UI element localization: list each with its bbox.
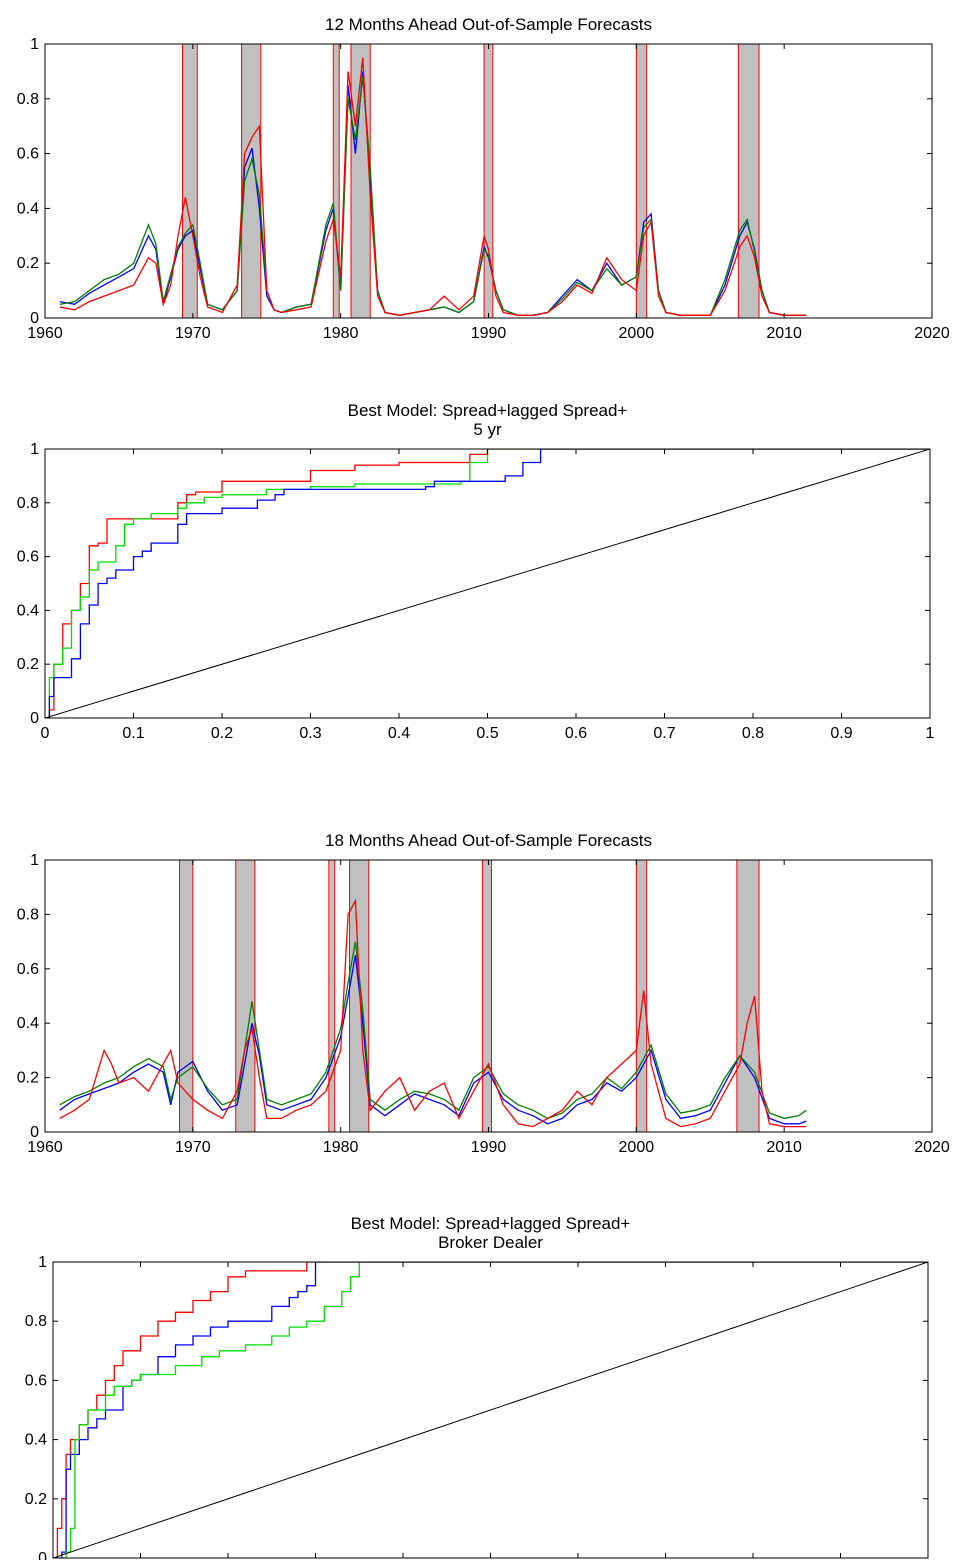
- x-tick-label: 2020: [914, 1139, 950, 1156]
- plot-area: [53, 1262, 928, 1558]
- recession-band: [736, 860, 760, 1132]
- x-tick-label: 0.1: [122, 725, 144, 742]
- y-tick-label: 0.8: [25, 1313, 47, 1330]
- chart-title-line: 5 yr: [473, 420, 502, 439]
- y-tick-label: 0.2: [17, 656, 39, 673]
- plot-area: [59, 44, 807, 318]
- x-tick-label: 2010: [766, 325, 802, 342]
- series-line-series_c: [53, 1262, 928, 1558]
- x-tick-label: 1960: [27, 1139, 63, 1156]
- panel-4: Best Model: Spread+lagged Spread+Broker …: [25, 1214, 929, 1560]
- chart-title-line: Broker Dealer: [438, 1233, 543, 1252]
- y-tick-label: 0.2: [25, 1491, 47, 1508]
- y-tick-label: 0.6: [17, 549, 39, 566]
- plot-area: [45, 449, 930, 718]
- x-tick-label: 0.6: [565, 725, 587, 742]
- panel-1: 12 Months Ahead Out-of-Sample Forecasts 1…: [17, 15, 950, 342]
- recession-band: [483, 44, 494, 318]
- series-line-series_c: [59, 898, 807, 1128]
- series-line-diagonal: [53, 1262, 928, 1558]
- y-tick-label: 0.8: [17, 906, 39, 923]
- x-tick-label: 1: [926, 725, 935, 742]
- x-tick-label: 0.5: [476, 725, 498, 742]
- x-tick-label: 2020: [914, 325, 950, 342]
- y-tick-label: 0.4: [25, 1432, 47, 1449]
- y-tick-label: 0.8: [17, 495, 39, 512]
- x-tick-label: 1970: [175, 1139, 211, 1156]
- recession-band: [328, 860, 336, 1132]
- x-tick-label: 1980: [323, 325, 359, 342]
- x-tick-label: 0.9: [830, 725, 852, 742]
- chart-title-line: Best Model: Spread+lagged Spread+: [348, 401, 628, 420]
- chart-title-line: 12 Months Ahead Out-of-Sample Forecasts: [325, 15, 652, 34]
- series-line-series_a: [59, 955, 807, 1125]
- x-tick-label: 1990: [471, 325, 507, 342]
- chart-title-line: Best Model: Spread+lagged Spread+: [351, 1214, 631, 1233]
- y-tick-label: 0: [30, 310, 39, 327]
- series-line-series_a: [45, 449, 930, 718]
- x-tick-label: 0.4: [388, 725, 410, 742]
- y-tick-label: 0.8: [17, 91, 39, 108]
- recession-band: [635, 860, 648, 1132]
- series-line-roc_b: [53, 1262, 928, 1558]
- recession-band: [181, 44, 198, 318]
- recession-band: [235, 860, 256, 1132]
- panel-3: 18 Months Ahead Out-of-Sample Forecasts 1…: [17, 831, 950, 1156]
- y-tick-label: 0.6: [25, 1372, 47, 1389]
- x-tick-label: 2000: [619, 325, 655, 342]
- recession-band: [737, 44, 760, 318]
- recession-band: [332, 44, 340, 318]
- y-tick-label: 1: [30, 441, 39, 458]
- recession-band: [350, 44, 371, 318]
- recession-band: [349, 860, 370, 1132]
- panel-2: Best Model: Spread+lagged Spread+5 yr 0 0.…: [17, 401, 935, 742]
- x-tick-label: 2000: [619, 1139, 655, 1156]
- y-tick-label: 0: [30, 1124, 39, 1141]
- y-tick-label: 0.4: [17, 200, 39, 217]
- x-tick-label: 1980: [323, 1139, 359, 1156]
- series-line-series_b: [59, 941, 807, 1120]
- x-tick-label: 1970: [175, 325, 211, 342]
- x-tick-label: 1990: [471, 1139, 507, 1156]
- x-tick-label: 0.2: [211, 725, 233, 742]
- y-tick-label: 0.6: [17, 146, 39, 163]
- y-tick-label: 0.4: [17, 602, 39, 619]
- y-tick-label: 1: [38, 1254, 47, 1271]
- y-tick-label: 0.2: [17, 255, 39, 272]
- y-tick-label: 0.4: [17, 1015, 39, 1032]
- series-line-series_c: [59, 57, 807, 316]
- x-tick-label: 1960: [27, 325, 63, 342]
- y-tick-label: 1: [30, 36, 39, 53]
- y-tick-label: 0: [30, 710, 39, 727]
- x-tick-label: 0.3: [299, 725, 321, 742]
- series-line-roc_b: [45, 449, 930, 718]
- recession-band: [635, 44, 648, 318]
- recession-band: [482, 860, 492, 1132]
- x-tick-label: 2010: [766, 1139, 802, 1156]
- chart-title-line: 18 Months Ahead Out-of-Sample Forecasts: [325, 831, 652, 850]
- y-tick-label: 0: [38, 1550, 47, 1560]
- x-tick-label: 0: [41, 725, 50, 742]
- y-tick-label: 0.2: [17, 1070, 39, 1087]
- series-line-diagonal: [45, 449, 930, 718]
- x-tick-label: 0.7: [653, 725, 675, 742]
- x-tick-label: 0.8: [742, 725, 764, 742]
- y-tick-label: 1: [30, 852, 39, 869]
- plot-area: [59, 860, 807, 1132]
- recession-band: [241, 44, 262, 318]
- y-tick-label: 0.6: [17, 961, 39, 978]
